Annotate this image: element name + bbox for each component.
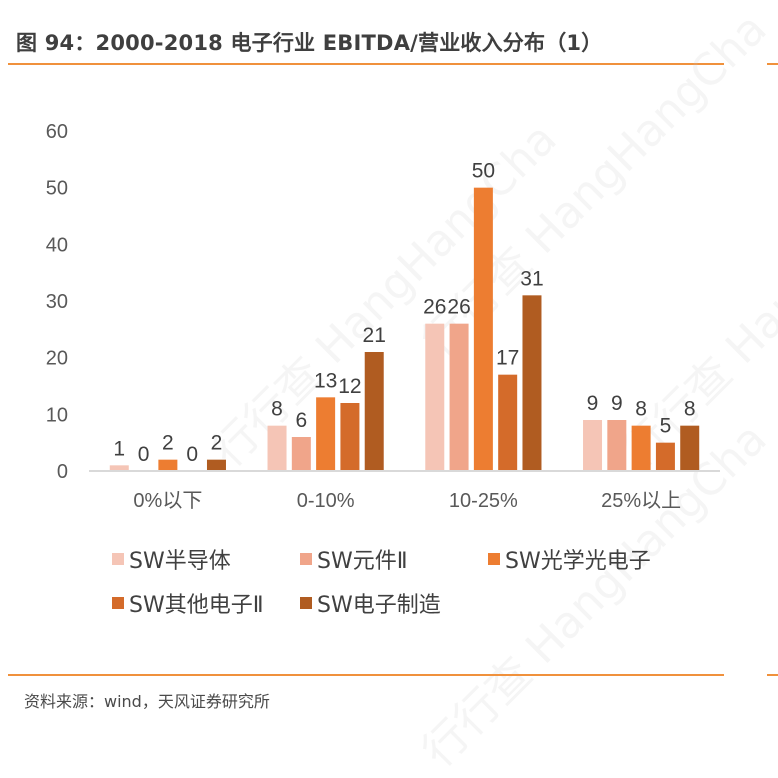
data-label: 12 [338,375,361,398]
data-label: 8 [271,398,283,421]
bar [680,425,700,471]
x-tick-label: 0%以下 [133,490,202,512]
title-rule-right [767,63,778,65]
data-label: 6 [295,409,307,432]
bar [449,323,469,471]
legend-swatch [488,553,500,565]
y-tick-label: 30 [46,291,68,313]
data-label: 31 [520,267,543,290]
y-tick-label: 50 [46,178,68,200]
data-label: 21 [363,324,386,347]
bar [109,465,129,471]
bar [631,425,651,471]
bar [583,420,603,471]
legend-label: SW半导体 [129,549,231,574]
legend-label: SW光学光电子 [505,549,651,574]
y-tick-label: 0 [57,461,68,483]
source-note: 资料来源：wind，天风证券研究所 [24,692,270,711]
title-rule [8,63,724,65]
bar [473,187,493,471]
x-axis-categories: 0%以下 0-10% 10-25% 25%以上 [133,489,681,512]
x-tick-label: 25%以上 [601,489,681,512]
legend-swatch [300,553,312,565]
x-tick-label: 0-10% [297,490,355,512]
y-axis-ticks: 0 10 20 30 40 50 60 [46,121,68,483]
bar [522,295,542,471]
source-rule [8,674,724,676]
legend-item: SW光学光电子 [488,543,651,575]
bar [291,437,311,471]
bars [109,187,700,471]
legend-swatch [300,597,312,609]
data-label: 9 [611,392,623,415]
data-label: 50 [472,160,495,183]
data-label: 8 [635,398,647,421]
bar [364,352,384,471]
data-label: 2 [211,432,223,455]
data-label: 8 [684,398,696,421]
bar [267,425,287,471]
y-tick-label: 40 [46,234,68,256]
bar [158,459,178,471]
data-label: 26 [423,296,446,319]
bar [498,374,518,471]
bar [206,459,226,471]
data-label: 0 [138,443,150,466]
data-label: 1 [113,437,125,460]
bar [425,323,445,471]
data-label: 26 [447,296,470,319]
data-label: 5 [660,415,672,438]
legend-label: SW其他电子Ⅱ [129,593,264,618]
data-label: 17 [496,347,519,370]
legend-swatch [112,553,124,565]
legend-item: SW元件Ⅱ [300,543,408,575]
legend-swatch [112,597,124,609]
figure-title: 图 94：2000-2018 电子行业 EBITDA/营业收入分布（1） [16,31,603,55]
source-rule-right [767,674,778,676]
y-tick-label: 20 [46,348,68,370]
bar [316,397,336,471]
bar [655,442,675,471]
x-tick-label: 10-25% [449,490,518,512]
y-tick-label: 10 [46,404,68,426]
bar [340,403,360,471]
legend-item: SW半导体 [112,543,231,575]
y-tick-label: 60 [46,121,68,143]
legend-item: SW其他电子Ⅱ [112,587,264,619]
data-label: 2 [162,432,174,455]
legend-label: SW电子制造 [317,593,441,618]
data-label: 0 [186,443,198,466]
legend-label: SW元件Ⅱ [317,549,408,574]
data-label: 13 [314,369,337,392]
legend-item: SW电子制造 [300,587,441,619]
data-label: 9 [587,392,599,415]
bar [607,420,627,471]
